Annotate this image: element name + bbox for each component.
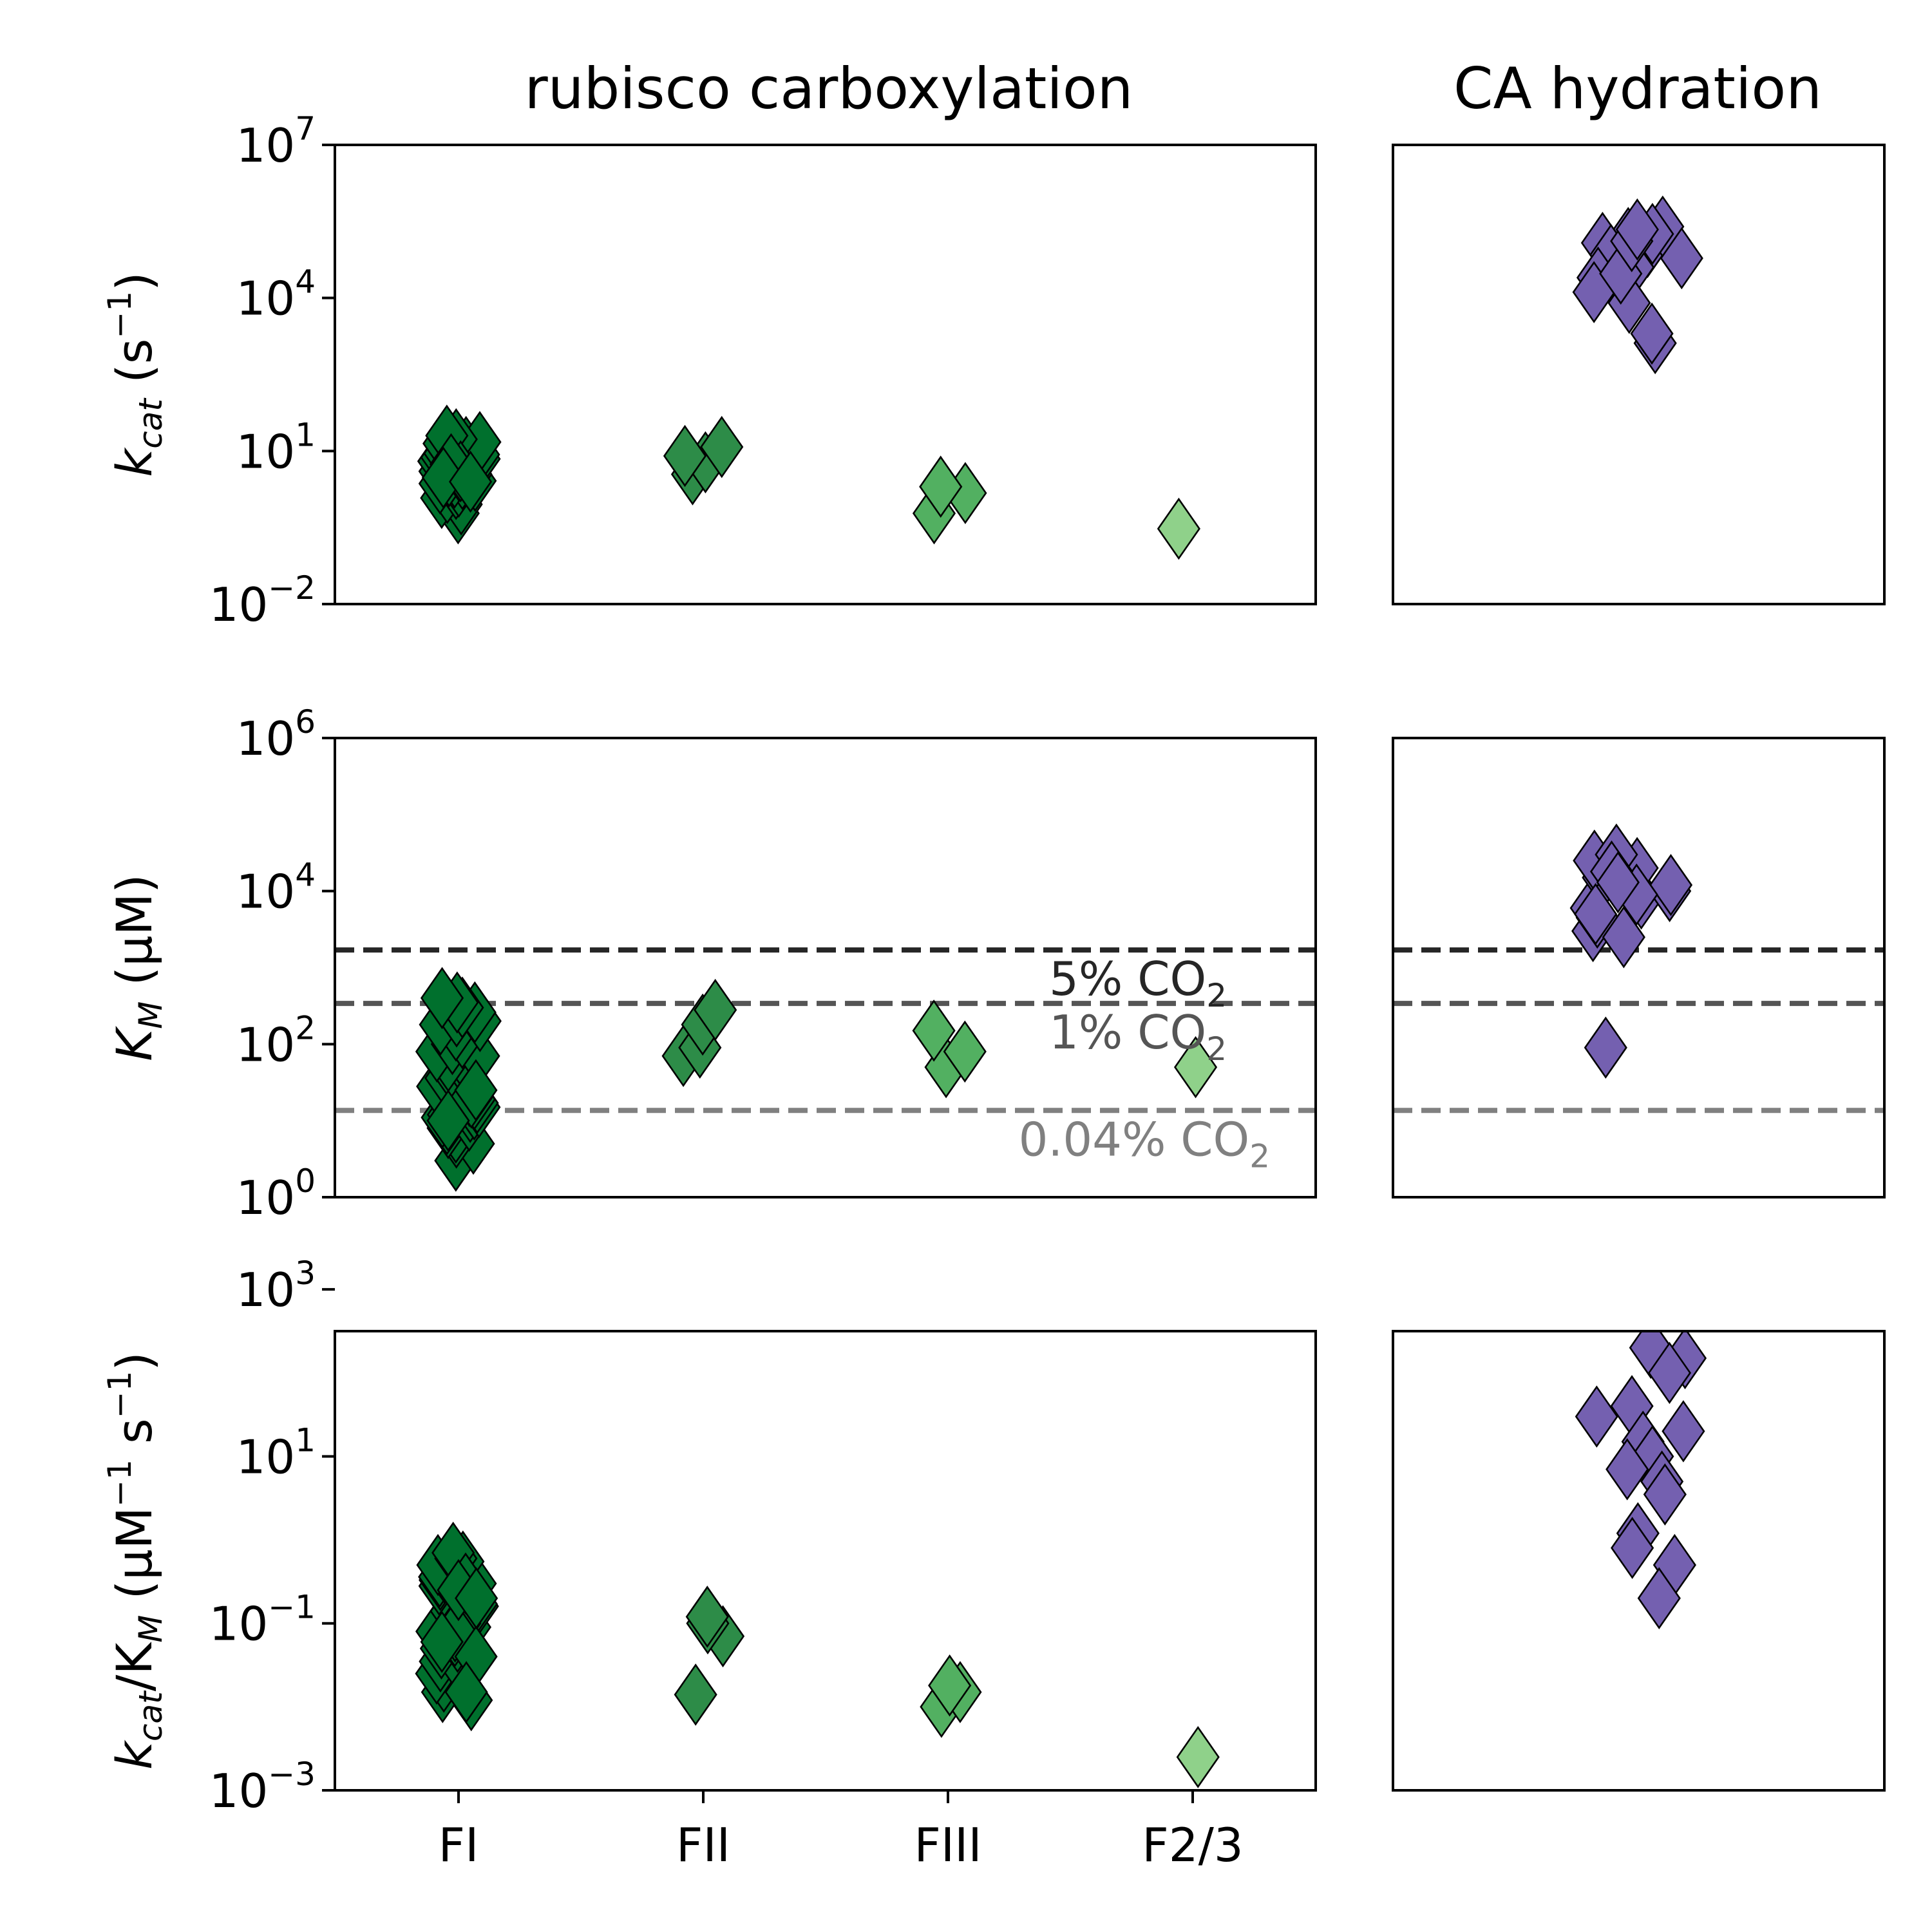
- point-CA-7: [1649, 853, 1693, 916]
- point-FI-39: [454, 1059, 498, 1122]
- point-CA-14: [1611, 1517, 1654, 1579]
- ytick-label: 10−3: [209, 1756, 316, 1818]
- ytick-label: 106: [236, 703, 316, 766]
- ytick-label: 100: [236, 1162, 316, 1225]
- axes-left-row-1: [334, 144, 1317, 605]
- point-CA-4: [1647, 1341, 1692, 1405]
- ytick-label: 10−2: [209, 569, 316, 632]
- point-FII-3: [663, 424, 707, 488]
- point-FIII-3: [928, 1654, 972, 1717]
- point-FII-1: [674, 1663, 717, 1726]
- point-F2/3-1: [1176, 1726, 1220, 1788]
- rubisco-points-row-2: [415, 967, 1218, 1192]
- axes-left-row-2: [334, 737, 1317, 1198]
- point-CA-12: [1630, 302, 1674, 365]
- point-CA-13: [1574, 883, 1618, 945]
- point-CA-16: [1615, 198, 1659, 261]
- ylabel-row-3: kcat/KM (μM−1 s−1): [101, 1352, 169, 1770]
- point-CA-14: [1602, 905, 1645, 969]
- point-FII-4: [700, 415, 744, 478]
- point-FI-39: [421, 446, 466, 509]
- column-title-ca: CA hydration: [1454, 55, 1822, 122]
- point-CA-16: [1637, 1567, 1681, 1629]
- point-CA-13: [1660, 227, 1703, 290]
- ca-points-row-2: [1569, 823, 1693, 1079]
- rubisco-points-row-3: [415, 1521, 1220, 1788]
- refline-label-1: 5% CO2: [1049, 952, 1227, 1014]
- point-FI-35: [420, 1611, 464, 1673]
- point-FI-40: [444, 1661, 488, 1723]
- point-CA-1: [1640, 1331, 1644, 1334]
- point-FII-4: [685, 1586, 729, 1648]
- column-title-rubisco: rubisco carboxylation: [525, 55, 1133, 122]
- point-CA-6: [1575, 1385, 1618, 1448]
- ca-points-row-3: [1575, 1331, 1707, 1629]
- ytick-label: 101: [236, 416, 316, 478]
- ytick-label: 10−1: [209, 1589, 316, 1651]
- refline-label-3: 0.04% CO2: [1019, 1112, 1270, 1175]
- point-CA-1: [1584, 1016, 1627, 1079]
- point-CA-12: [1643, 1463, 1687, 1526]
- ytick-label: 101: [236, 1421, 316, 1484]
- point-CA-16: [1596, 851, 1640, 914]
- row-3: 10−3 10−1 101 103 kcat/KM (μM−1 s−1) FI FII FII…: [101, 1255, 1886, 1872]
- ytick-label: 107: [236, 110, 316, 173]
- point-FI-40: [426, 1089, 470, 1152]
- point-FII-4: [694, 978, 737, 1041]
- xtick-label-FIII: FIII: [914, 1818, 981, 1872]
- point-F2/3-1: [1157, 497, 1200, 560]
- ytick-label: 104: [236, 857, 316, 919]
- point-FIII-3: [912, 999, 956, 1062]
- point-CA-3: [1629, 1331, 1672, 1379]
- ylabel-row-2: KM (μM): [106, 874, 169, 1061]
- axes-right-row-2: [1392, 737, 1886, 1198]
- refline-label-2: 1% CO2: [1049, 1005, 1227, 1068]
- axes-right-row-3: [1392, 1330, 1886, 1792]
- point-FI-39: [455, 1567, 498, 1629]
- ylabel-row-1: kcat (s−1): [101, 272, 169, 477]
- ytick-label: 103: [236, 1255, 316, 1317]
- rubisco-points-row-1: [417, 404, 1200, 560]
- point-F2/3-1: [1173, 1036, 1218, 1099]
- row-1: 10−2 101 104 107 kcat (s−1): [101, 110, 1886, 632]
- xtick-label-FII: FII: [676, 1818, 730, 1872]
- ytick-label: 102: [236, 1009, 316, 1072]
- point-FIII-2: [943, 1020, 987, 1083]
- point-FI-37: [420, 967, 464, 1030]
- xtick-label-FI: FI: [439, 1818, 479, 1872]
- point-CA-10: [1605, 1438, 1649, 1501]
- point-CA-7: [1662, 1400, 1705, 1463]
- xtick-label-F2/3: F2/3: [1142, 1818, 1243, 1872]
- point-FIII-3: [919, 455, 963, 518]
- point-FI-40: [448, 450, 493, 513]
- axes-left-row-3: [334, 1330, 1317, 1792]
- axes-right-row-1: [1392, 144, 1886, 605]
- ca-points-row-1: [1572, 195, 1703, 375]
- ytick-label: 104: [236, 263, 316, 326]
